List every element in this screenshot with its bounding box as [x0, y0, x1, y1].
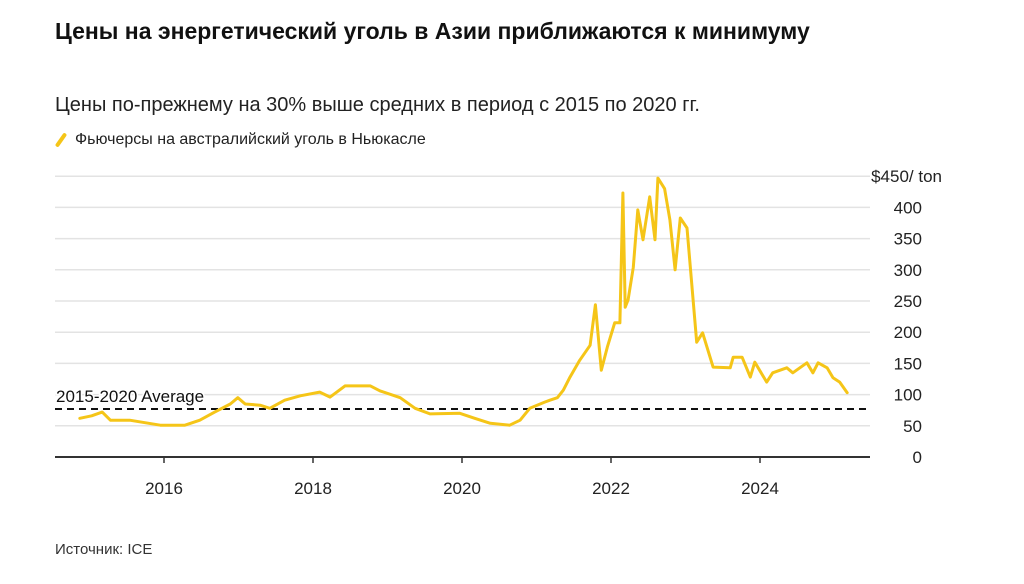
- y-tick-label: 0: [913, 448, 922, 467]
- average-label: 2015-2020 Average: [56, 387, 204, 406]
- y-tick-label: 350: [894, 230, 922, 249]
- y-tick-label: 100: [894, 386, 922, 405]
- x-tick-label: 2020: [443, 479, 481, 498]
- y-tick-label: 50: [903, 417, 922, 436]
- y-tick-label: 300: [894, 261, 922, 280]
- series-line-newcastle-coal: [78, 176, 849, 427]
- y-tick-label: 200: [894, 323, 922, 342]
- y-tick-label: 400: [894, 198, 922, 217]
- x-tick-label: 2018: [294, 479, 332, 498]
- y-tick-label: 150: [894, 354, 922, 373]
- y-tick-label: 250: [894, 292, 922, 311]
- legend-label: Фьючерсы на австралийский уголь в Ньюкас…: [75, 131, 426, 148]
- x-tick-label: 2022: [592, 479, 630, 498]
- x-tick-label: 2024: [741, 479, 779, 498]
- y-tick-label: $450/ ton: [871, 167, 942, 186]
- x-tick-label: 2016: [145, 479, 183, 498]
- legend: Фьючерсы на австралийский уголь в Ньюкас…: [54, 131, 426, 149]
- chart-subtitle: Цены по-прежнему на 30% выше средних в п…: [55, 94, 700, 116]
- source-note: Источник: ICE: [55, 541, 153, 558]
- chart-title: Цены на энергетический уголь в Азии приб…: [55, 18, 810, 44]
